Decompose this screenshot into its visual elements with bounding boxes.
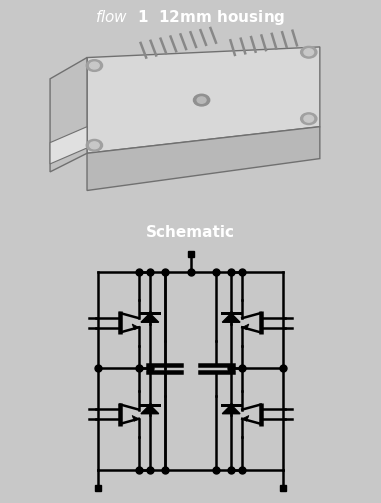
Text: $\mathit{flow}$  1  12mm housing: $\mathit{flow}$ 1 12mm housing (95, 8, 286, 27)
Polygon shape (87, 47, 320, 153)
Polygon shape (242, 324, 249, 330)
Polygon shape (222, 405, 240, 413)
Polygon shape (132, 415, 139, 422)
Polygon shape (141, 313, 159, 322)
Circle shape (86, 139, 102, 151)
Polygon shape (132, 324, 139, 330)
Polygon shape (222, 313, 240, 322)
Polygon shape (50, 57, 87, 172)
Polygon shape (141, 405, 159, 413)
Circle shape (90, 142, 99, 149)
Circle shape (194, 94, 210, 106)
Circle shape (90, 62, 99, 69)
Circle shape (301, 46, 317, 58)
Polygon shape (87, 127, 320, 191)
Circle shape (301, 113, 317, 125)
Polygon shape (50, 127, 87, 164)
Circle shape (304, 49, 314, 56)
Circle shape (304, 115, 314, 122)
Polygon shape (242, 415, 249, 422)
Circle shape (86, 60, 102, 71)
Text: Schematic: Schematic (146, 225, 235, 240)
Circle shape (197, 97, 206, 103)
